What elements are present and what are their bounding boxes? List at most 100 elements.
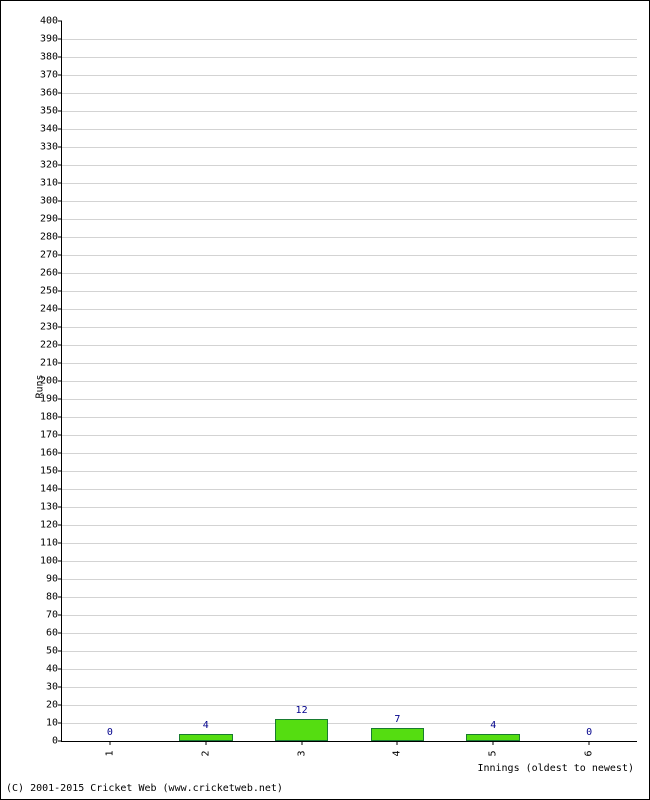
- chart-container: 0102030405060708090100110120130140150160…: [0, 0, 650, 800]
- gridline: [62, 615, 637, 616]
- y-tick-label: 370: [40, 70, 58, 81]
- y-tick-label: 380: [40, 52, 58, 63]
- gridline: [62, 579, 637, 580]
- y-tick-mark: [58, 561, 62, 562]
- gridline: [62, 255, 637, 256]
- gridline: [62, 309, 637, 310]
- y-tick-mark: [58, 21, 62, 22]
- gridline: [62, 669, 637, 670]
- y-tick-label: 50: [46, 646, 58, 657]
- y-tick-mark: [58, 165, 62, 166]
- gridline: [62, 219, 637, 220]
- bar-value-label: 0: [107, 727, 113, 738]
- x-axis-label: Innings (oldest to newest): [477, 763, 634, 774]
- y-tick-label: 10: [46, 718, 58, 729]
- gridline: [62, 723, 637, 724]
- gridline: [62, 453, 637, 454]
- y-tick-label: 110: [40, 538, 58, 549]
- bar-value-label: 4: [490, 720, 496, 731]
- y-tick-mark: [58, 723, 62, 724]
- y-tick-label: 170: [40, 430, 58, 441]
- gridline: [62, 111, 637, 112]
- bar: [371, 728, 425, 741]
- y-tick-mark: [58, 147, 62, 148]
- y-tick-mark: [58, 291, 62, 292]
- bar-value-label: 4: [203, 720, 209, 731]
- y-tick-mark: [58, 579, 62, 580]
- x-tick-mark: [301, 741, 302, 745]
- gridline: [62, 129, 637, 130]
- y-tick-label: 330: [40, 142, 58, 153]
- y-tick-label: 260: [40, 268, 58, 279]
- y-tick-label: 80: [46, 592, 58, 603]
- y-tick-label: 150: [40, 466, 58, 477]
- y-tick-mark: [58, 543, 62, 544]
- y-tick-label: 280: [40, 232, 58, 243]
- y-tick-mark: [58, 57, 62, 58]
- bar: [179, 734, 233, 741]
- x-tick-label: 6: [584, 750, 595, 756]
- gridline: [62, 273, 637, 274]
- y-tick-label: 400: [40, 16, 58, 27]
- y-tick-mark: [58, 741, 62, 742]
- y-tick-label: 320: [40, 160, 58, 171]
- y-tick-mark: [58, 471, 62, 472]
- y-tick-mark: [58, 489, 62, 490]
- x-tick-label: 3: [296, 750, 307, 756]
- gridline: [62, 597, 637, 598]
- gridline: [62, 39, 637, 40]
- y-tick-label: 230: [40, 322, 58, 333]
- y-tick-mark: [58, 39, 62, 40]
- gridline: [62, 687, 637, 688]
- x-tick-mark: [109, 741, 110, 745]
- x-tick-mark: [493, 741, 494, 745]
- bar-value-label: 0: [586, 727, 592, 738]
- gridline: [62, 381, 637, 382]
- y-tick-label: 130: [40, 502, 58, 513]
- y-tick-mark: [58, 507, 62, 508]
- y-tick-mark: [58, 237, 62, 238]
- y-tick-mark: [58, 273, 62, 274]
- gridline: [62, 435, 637, 436]
- y-tick-mark: [58, 525, 62, 526]
- gridline: [62, 291, 637, 292]
- y-axis-label: Runs: [35, 374, 46, 398]
- y-tick-label: 220: [40, 340, 58, 351]
- y-tick-mark: [58, 183, 62, 184]
- copyright-text: (C) 2001-2015 Cricket Web (www.cricketwe…: [6, 783, 283, 794]
- gridline: [62, 363, 637, 364]
- y-tick-label: 0: [52, 736, 58, 747]
- y-tick-label: 120: [40, 520, 58, 531]
- y-tick-label: 290: [40, 214, 58, 225]
- gridline: [62, 93, 637, 94]
- y-tick-mark: [58, 219, 62, 220]
- y-tick-mark: [58, 435, 62, 436]
- y-tick-mark: [58, 633, 62, 634]
- gridline: [62, 489, 637, 490]
- y-tick-label: 210: [40, 358, 58, 369]
- x-tick-mark: [397, 741, 398, 745]
- x-tick-mark: [589, 741, 590, 745]
- y-tick-label: 360: [40, 88, 58, 99]
- x-tick-label: 5: [488, 750, 499, 756]
- y-tick-mark: [58, 309, 62, 310]
- y-tick-label: 240: [40, 304, 58, 315]
- gridline: [62, 561, 637, 562]
- y-tick-label: 90: [46, 574, 58, 585]
- gridline: [62, 327, 637, 328]
- y-tick-mark: [58, 111, 62, 112]
- gridline: [62, 165, 637, 166]
- gridline: [62, 345, 637, 346]
- gridline: [62, 525, 637, 526]
- gridline: [62, 705, 637, 706]
- gridline: [62, 75, 637, 76]
- y-tick-mark: [58, 381, 62, 382]
- gridline: [62, 543, 637, 544]
- y-tick-mark: [58, 363, 62, 364]
- y-tick-mark: [58, 345, 62, 346]
- y-tick-mark: [58, 597, 62, 598]
- y-tick-label: 60: [46, 628, 58, 639]
- y-tick-label: 300: [40, 196, 58, 207]
- plot-area: 0102030405060708090100110120130140150160…: [61, 21, 637, 742]
- y-tick-label: 390: [40, 34, 58, 45]
